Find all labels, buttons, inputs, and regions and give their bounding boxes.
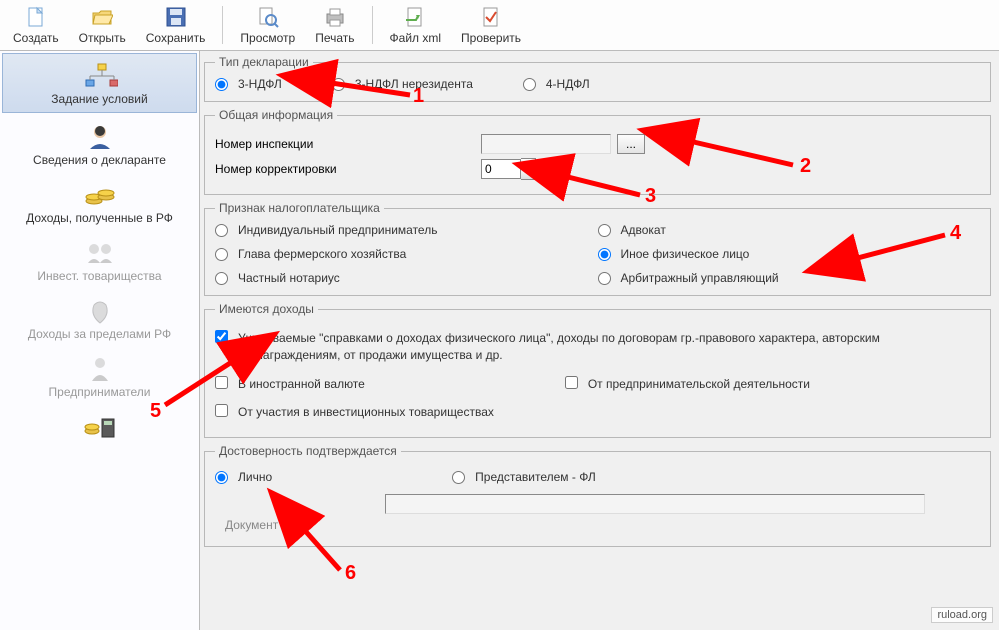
income-group: Имеются доходы Учитываемые "справками о … <box>204 302 991 438</box>
radio-ip[interactable]: Индивидуальный предприниматель <box>215 223 598 237</box>
sidebar-item-invest[interactable]: Инвест. товарищества <box>0 231 199 289</box>
correction-label: Номер корректировки <box>215 162 475 176</box>
xmlfile-label: Файл xml <box>390 31 442 45</box>
xmlfile-button[interactable]: Файл xml <box>381 2 451 48</box>
content-area: Тип декларации 3-НДФЛ 3-НДФЛ нерезидента… <box>200 51 999 630</box>
taxpayer-legend: Признак налогоплательщика <box>215 201 384 215</box>
sidebar-item-declarant[interactable]: Сведения о декларанте <box>0 115 199 173</box>
chk-foreign-label: В иностранной валюте <box>238 376 365 393</box>
coins-icon <box>82 181 118 209</box>
correction-spinner[interactable]: ▲▼ <box>481 158 536 180</box>
floppy-icon <box>164 5 188 29</box>
spin-up-button[interactable]: ▲ <box>521 159 535 169</box>
people-group-icon <box>82 239 118 267</box>
radio-self[interactable]: Лично <box>215 470 272 484</box>
create-label: Создать <box>13 31 59 45</box>
chk-invest[interactable] <box>215 404 228 417</box>
folder-open-icon <box>90 5 114 29</box>
chk-foreign[interactable] <box>215 376 228 389</box>
moneybag-icon <box>82 297 118 325</box>
person-icon <box>82 123 118 151</box>
sidebar-item-income-rf[interactable]: Доходы, полученные в РФ <box>0 173 199 231</box>
inspection-browse-button[interactable]: ... <box>617 134 645 154</box>
sidebar-item-conditions[interactable]: Задание условий <box>2 53 197 113</box>
inspection-label: Номер инспекции <box>215 137 475 151</box>
separator <box>372 6 373 44</box>
toolbar: Создать Открыть Сохранить Просмотр Печат… <box>0 0 999 51</box>
watermark: ruload.org <box>931 607 993 623</box>
radio-farm[interactable]: Глава фермерского хозяйства <box>215 247 598 261</box>
radio-arbiter[interactable]: Арбитражный управляющий <box>598 271 981 285</box>
print-label: Печать <box>315 31 354 45</box>
chk-invest-label: От участия в инвестиционных товарищества… <box>238 404 494 421</box>
general-group: Общая информация Номер инспекции ... Ном… <box>204 108 991 195</box>
sidebar: Задание условий Сведения о декларанте До… <box>0 51 200 630</box>
chk-business-label: От предпринимательской деятельности <box>588 376 810 393</box>
sidebar-declarant-label: Сведения о декларанте <box>33 153 166 167</box>
chk-business[interactable] <box>565 376 578 389</box>
check-icon <box>479 5 503 29</box>
flowchart-icon <box>82 62 118 90</box>
separator <box>222 6 223 44</box>
radio-lawyer[interactable]: Адвокат <box>598 223 981 237</box>
magnifier-icon <box>256 5 280 29</box>
businessman-icon <box>82 355 118 383</box>
inspection-field <box>481 134 611 154</box>
print-button[interactable]: Печать <box>306 2 363 48</box>
open-label: Открыть <box>79 31 126 45</box>
save-button[interactable]: Сохранить <box>137 2 215 48</box>
sidebar-invest-label: Инвест. товарищества <box>37 269 161 283</box>
radio-3ndfl-nonres[interactable]: 3-НДФЛ нерезидента <box>332 77 473 91</box>
open-button[interactable]: Открыть <box>70 2 135 48</box>
income-legend: Имеются доходы <box>215 302 318 316</box>
confirm-group: Достоверность подтверждается Лично Предс… <box>204 444 991 547</box>
confirm-legend: Достоверность подтверждается <box>215 444 401 458</box>
confirm-field <box>385 494 925 514</box>
check-button[interactable]: Проверить <box>452 2 530 48</box>
save-label: Сохранить <box>146 31 206 45</box>
radio-3ndfl[interactable]: 3-НДФЛ <box>215 77 282 91</box>
sidebar-item-entrepreneurs[interactable]: Предприниматели <box>0 347 199 405</box>
radio-other[interactable]: Иное физическое лицо <box>598 247 981 261</box>
taxpayer-group: Признак налогоплательщика Индивидуальный… <box>204 201 991 296</box>
create-button[interactable]: Создать <box>4 2 68 48</box>
check-label: Проверить <box>461 31 521 45</box>
radio-representative[interactable]: Представителем - ФЛ <box>452 470 596 484</box>
new-file-icon <box>24 5 48 29</box>
sidebar-item-income-abroad[interactable]: Доходы за пределами РФ <box>0 289 199 347</box>
sidebar-income-abroad-label: Доходы за пределами РФ <box>28 327 171 341</box>
printer-icon <box>323 5 347 29</box>
preview-button[interactable]: Просмотр <box>231 2 304 48</box>
radio-notary[interactable]: Частный нотариус <box>215 271 598 285</box>
decl-type-group: Тип декларации 3-НДФЛ 3-НДФЛ нерезидента… <box>204 55 991 102</box>
sidebar-income-rf-label: Доходы, полученные в РФ <box>26 211 173 225</box>
doc-label: Документ <box>225 518 385 532</box>
correction-input[interactable] <box>481 159 521 179</box>
xml-file-icon <box>403 5 427 29</box>
chk-income-main-label: Учитываемые "справками о доходах физичес… <box>238 330 958 364</box>
general-legend: Общая информация <box>215 108 337 122</box>
radio-4ndfl[interactable]: 4-НДФЛ <box>523 77 590 91</box>
calculator-coins-icon <box>82 413 118 441</box>
spin-down-button[interactable]: ▼ <box>521 169 535 179</box>
preview-label: Просмотр <box>240 31 295 45</box>
chk-income-main[interactable] <box>215 330 228 343</box>
sidebar-conditions-label: Задание условий <box>51 92 147 106</box>
sidebar-entrepreneurs-label: Предприниматели <box>49 385 151 399</box>
decl-type-legend: Тип декларации <box>215 55 313 69</box>
sidebar-item-extra[interactable] <box>0 405 199 443</box>
